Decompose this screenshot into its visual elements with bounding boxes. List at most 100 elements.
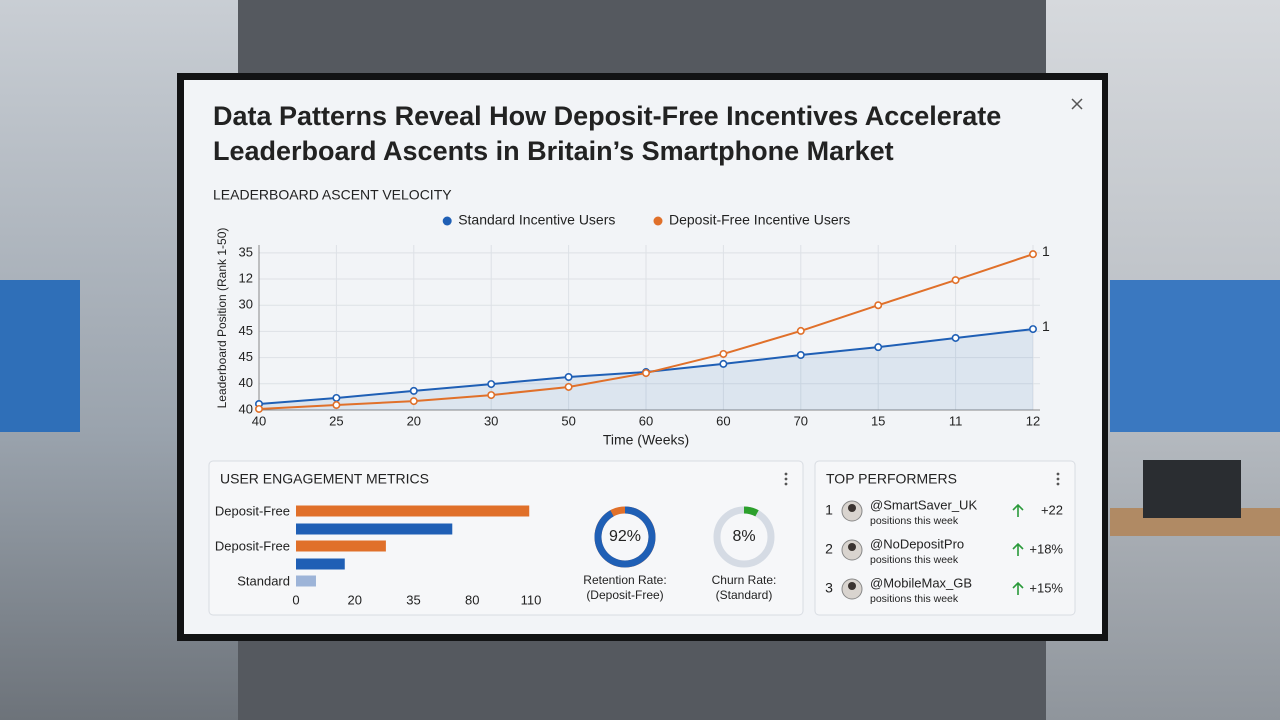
legend-label: Standard Incentive Users [458, 212, 615, 228]
legend-marker [442, 216, 452, 226]
y-tick-label: 45 [239, 323, 253, 338]
panel-title: TOP PERFORMERS [826, 471, 957, 487]
end-label: 1 [1042, 243, 1050, 259]
donut-label: Retention Rate: [583, 573, 666, 587]
x-tick-label: 20 [348, 592, 362, 607]
donut-value: 8% [732, 528, 755, 545]
y-tick-label: Standard [237, 573, 290, 588]
up-arrow [1012, 581, 1024, 595]
point [332, 393, 341, 402]
chart-title: LEADERBOARD ASCENT VELOCITY [213, 187, 452, 203]
point [409, 386, 418, 395]
point [1029, 250, 1038, 259]
point [796, 350, 805, 359]
donut-arc [743, 506, 759, 517]
change: +15% [1029, 580, 1063, 595]
user-note: positions this week [870, 554, 959, 566]
point [641, 369, 650, 378]
change: +22 [1041, 502, 1063, 517]
y-tick-label: 40 [239, 401, 253, 416]
title: Data Patterns Reveal How Deposit-Free In… [213, 101, 1001, 131]
y-tick-label: Deposit-Free [215, 538, 290, 553]
user-name: @MobileMax_GB [870, 575, 972, 590]
avatar-head [848, 504, 856, 512]
bar [296, 558, 345, 570]
x-tick-label: 11 [949, 413, 963, 428]
donut-label: (Deposit-Free) [586, 588, 663, 602]
point [409, 397, 418, 406]
avatar-head [848, 543, 856, 551]
end-label: 1 [1042, 318, 1050, 334]
rank: 3 [825, 580, 833, 596]
performers-panel [814, 460, 1076, 616]
x-tick-label: 20 [407, 413, 421, 428]
point [719, 349, 728, 358]
legend-marker [653, 216, 663, 226]
close-button[interactable] [1071, 98, 1083, 110]
menu-icon[interactable] [784, 472, 788, 486]
x-tick-label: 0 [292, 592, 299, 607]
bar [296, 505, 530, 517]
x-tick-label: 15 [871, 413, 885, 428]
point [796, 326, 805, 335]
user-name: @SmartSaver_UK [870, 497, 977, 512]
x-tick-label: 30 [484, 413, 498, 428]
point [564, 372, 573, 381]
point [951, 333, 960, 342]
area [259, 329, 1033, 410]
x-tick-label: 60 [716, 413, 730, 428]
menu-icon[interactable] [1056, 472, 1060, 486]
up-arrow [1012, 503, 1024, 517]
point [951, 276, 960, 285]
user-note: positions this week [870, 515, 959, 527]
donut-arc [594, 506, 656, 568]
bar [296, 523, 453, 535]
x-tick-label: 70 [794, 413, 808, 428]
point [255, 404, 264, 413]
y-tick-label: 12 [239, 270, 253, 285]
wall-screen-right [1110, 280, 1280, 432]
donut-label: Churn Rate: [712, 573, 777, 587]
x-axis-title: Time (Weeks) [603, 432, 689, 448]
x-tick-label: 110 [521, 592, 542, 607]
wall-screen-left [0, 280, 80, 432]
panel-title: USER ENGAGEMENT METRICS [220, 471, 429, 487]
point [874, 343, 883, 352]
point [487, 391, 496, 400]
point [719, 359, 728, 368]
x-tick-label: 50 [561, 413, 575, 428]
user-name: @NoDepositPro [870, 536, 964, 551]
point [332, 401, 341, 410]
donut-value: 92% [609, 528, 641, 545]
donut-label: (Standard) [716, 588, 773, 602]
x-tick-label: 35 [406, 592, 420, 607]
y-tick-label: 35 [239, 244, 253, 259]
bar [296, 575, 316, 587]
point [1029, 325, 1038, 334]
x-tick-label: 60 [639, 413, 653, 428]
rank: 2 [825, 541, 833, 557]
y-tick-label: 40 [239, 375, 253, 390]
engagement-panel [208, 460, 804, 616]
point [874, 301, 883, 310]
up-arrow [1012, 542, 1024, 556]
avatar-head [848, 582, 856, 590]
laptop [1143, 460, 1241, 518]
change: +18% [1029, 541, 1063, 556]
x-tick-label: 25 [329, 413, 343, 428]
x-tick-label: 80 [465, 592, 479, 607]
legend-label: Deposit-Free Incentive Users [669, 212, 850, 228]
y-tick-label: Deposit-Free [215, 503, 290, 518]
user-note: positions this week [870, 593, 959, 605]
title: Leaderboard Ascents in Britain’s Smartph… [213, 136, 894, 166]
y-tick-label: 45 [239, 349, 253, 364]
y-tick-label: 30 [239, 297, 253, 312]
bar [296, 540, 386, 552]
point [564, 382, 573, 391]
rank: 1 [825, 502, 833, 518]
point [487, 380, 496, 389]
x-tick-label: 40 [252, 413, 266, 428]
y-axis-title: Leaderboard Position (Rank 1-50) [215, 228, 229, 409]
